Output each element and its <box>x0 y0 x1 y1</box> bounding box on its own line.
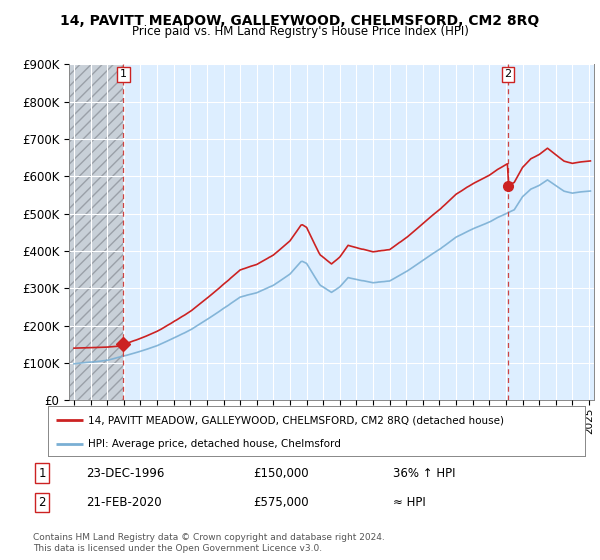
Text: 36% ↑ HPI: 36% ↑ HPI <box>392 466 455 480</box>
Text: ≈ HPI: ≈ HPI <box>392 496 425 509</box>
Text: 23-DEC-1996: 23-DEC-1996 <box>86 466 164 480</box>
Text: 14, PAVITT MEADOW, GALLEYWOOD, CHELMSFORD, CM2 8RQ: 14, PAVITT MEADOW, GALLEYWOOD, CHELMSFOR… <box>61 14 539 28</box>
Text: Price paid vs. HM Land Registry's House Price Index (HPI): Price paid vs. HM Land Registry's House … <box>131 25 469 38</box>
Bar <box>69 31 124 400</box>
Text: 1: 1 <box>120 69 127 80</box>
Text: 2: 2 <box>38 496 46 509</box>
Text: £575,000: £575,000 <box>253 496 309 509</box>
Text: 2: 2 <box>505 69 512 80</box>
Text: 21-FEB-2020: 21-FEB-2020 <box>86 496 161 509</box>
Text: 1: 1 <box>38 466 46 480</box>
Text: HPI: Average price, detached house, Chelmsford: HPI: Average price, detached house, Chel… <box>88 439 341 449</box>
Text: Contains HM Land Registry data © Crown copyright and database right 2024.
This d: Contains HM Land Registry data © Crown c… <box>33 533 385 553</box>
Text: 14, PAVITT MEADOW, GALLEYWOOD, CHELMSFORD, CM2 8RQ (detached house): 14, PAVITT MEADOW, GALLEYWOOD, CHELMSFOR… <box>88 415 504 425</box>
Text: £150,000: £150,000 <box>253 466 309 480</box>
